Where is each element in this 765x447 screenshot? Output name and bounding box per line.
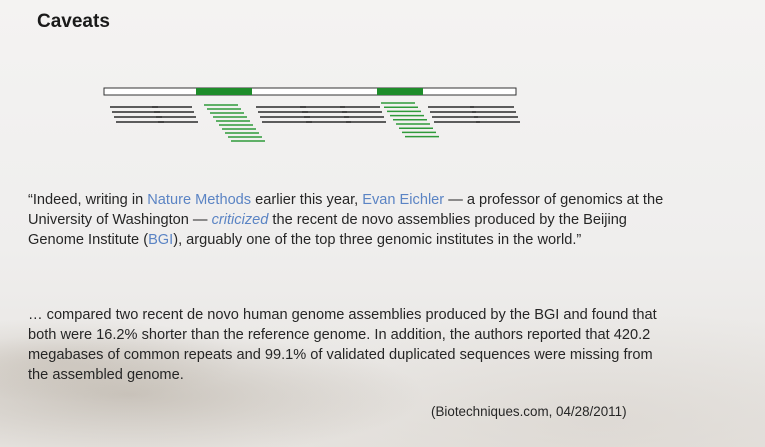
genome-reference-bar [103, 87, 517, 96]
body-paragraph: … compared two recent de novo human geno… [28, 307, 657, 383]
quote-text-2: earlier this year, [251, 192, 363, 208]
criticized-link[interactable]: criticized [211, 212, 269, 228]
person-link[interactable]: Evan Eichler [362, 192, 445, 208]
slide-title: Caveats [37, 11, 110, 32]
close-quote-mark: ” [576, 232, 582, 248]
quote-text-1: Indeed, writing in [32, 192, 148, 208]
quote-paragraph: “Indeed, writing in Nature Methods earli… [28, 190, 668, 250]
repeat-region-2 [377, 88, 423, 95]
quote-text-3: — a professor of genomics at the Univers… [28, 192, 664, 228]
journal-link[interactable]: Nature Methods [147, 192, 252, 208]
open-quote-mark: “ [28, 192, 33, 208]
citation: (Biotechniques.com, 04/28/2011) [431, 404, 627, 419]
quote-text-5: ), arguably one of the top three genomic… [173, 232, 577, 248]
bgi-link[interactable]: BGI [148, 232, 174, 248]
repeat-region-1 [196, 88, 252, 95]
quote-text-4: the recent de novo assemblies produced b… [28, 212, 627, 248]
sequencing-reads [110, 102, 520, 142]
genome-bar-outline [103, 87, 517, 96]
